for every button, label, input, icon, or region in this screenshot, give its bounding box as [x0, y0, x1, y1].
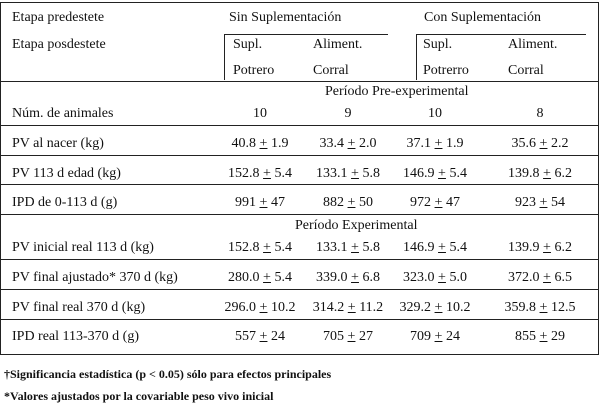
cell: 133.1 + 5.8	[316, 240, 380, 255]
cell: 972 + 47	[410, 195, 460, 210]
header-sin-underline	[224, 34, 388, 35]
header-col3-bottom: Potrerro	[423, 63, 469, 78]
cell: 882 + 50	[323, 195, 373, 210]
row-separator	[0, 214, 599, 215]
cell: 372.0 + 6.5	[508, 270, 572, 285]
cell: 146.9 + 5.4	[403, 166, 467, 181]
cell: 709 + 24	[410, 329, 460, 344]
cell: 296.0 + 10.2	[224, 300, 296, 315]
row-label: IPD real 113-370 d (g)	[12, 329, 140, 344]
header-etapa-predestete: Etapa predestete	[12, 10, 105, 25]
footnote-adjusted: *Valores ajustados por la covariable pes…	[4, 389, 274, 403]
section-experimental: Período Experimental	[295, 218, 418, 233]
cell: 991 + 47	[235, 195, 285, 210]
cell: 33.4 + 2.0	[319, 136, 377, 151]
header-col1-bottom: Potrero	[233, 63, 275, 78]
footnote-significance: †Significancia estadística (p < 0.05) só…	[4, 367, 332, 381]
cell: 359.8 + 12.5	[504, 300, 576, 315]
table-top-rule	[0, 2, 599, 3]
row-separator	[0, 289, 599, 290]
cell: 133.1 + 5.8	[316, 166, 380, 181]
cell: 923 + 54	[515, 195, 565, 210]
row-separator	[0, 155, 599, 156]
row-label: PV final ajustado* 370 d (kg)	[12, 270, 178, 285]
cell: 152.8 + 5.4	[228, 240, 292, 255]
cell: 557 + 24	[235, 329, 285, 344]
cell: 35.6 + 2.2	[511, 136, 569, 151]
cell: 10	[428, 106, 442, 121]
cell: 9	[344, 106, 352, 121]
cell: 139.8 + 6.2	[508, 166, 572, 181]
header-etapa-posdestete: Etapa posdestete	[12, 37, 106, 52]
row-label: PV al nacer (kg)	[12, 136, 104, 151]
row-label: PV final real 370 d (kg)	[12, 300, 146, 315]
cell: 280.0 + 5.4	[228, 270, 292, 285]
cell: 705 + 27	[323, 329, 373, 344]
header-col4-top: Aliment.	[508, 37, 558, 52]
cell: 10	[253, 106, 267, 121]
cell: 339.0 + 6.8	[316, 270, 380, 285]
header-bottom-rule	[0, 81, 599, 82]
row-separator	[0, 125, 599, 126]
row-label: IPD de 0-113 d (g)	[12, 195, 118, 210]
row-label: Núm. de animales	[12, 106, 114, 121]
cell: 329.2 + 10.2	[399, 300, 471, 315]
header-col1-top: Supl.	[233, 37, 263, 52]
table-bottom-rule	[0, 354, 599, 355]
cell: 8	[536, 106, 544, 121]
cell: 146.9 + 5.4	[403, 240, 467, 255]
header-col4-bottom: Corral	[508, 63, 544, 78]
header-col3-top: Supl.	[423, 37, 453, 52]
header-con-underline	[416, 34, 586, 35]
header-col2-bottom: Corral	[313, 63, 349, 78]
cell: 152.8 + 5.4	[228, 166, 292, 181]
row-separator	[0, 259, 599, 260]
header-con-suplementacion: Con Suplementación	[424, 10, 542, 25]
header-divider-con	[416, 34, 417, 80]
header-col2-top: Aliment.	[313, 37, 363, 52]
cell: 139.9 + 6.2	[508, 240, 572, 255]
cell: 323.0 + 5.0	[403, 270, 467, 285]
header-sin-suplementacion: Sin Suplementación	[229, 10, 342, 25]
row-label: PV inicial real 113 d (kg)	[12, 240, 154, 255]
row-separator	[0, 184, 599, 185]
cell: 37.1 + 1.9	[406, 136, 464, 151]
cell: 855 + 29	[515, 329, 565, 344]
cell: 314.2 + 11.2	[312, 300, 384, 315]
cell: 40.8 + 1.9	[231, 136, 289, 151]
section-pre-experimental: Período Pre-experimental	[325, 84, 469, 99]
header-divider-sin	[224, 34, 225, 80]
row-separator	[0, 319, 599, 320]
row-label: PV 113 d edad (kg)	[12, 166, 121, 181]
table-left-rule	[0, 2, 1, 354]
